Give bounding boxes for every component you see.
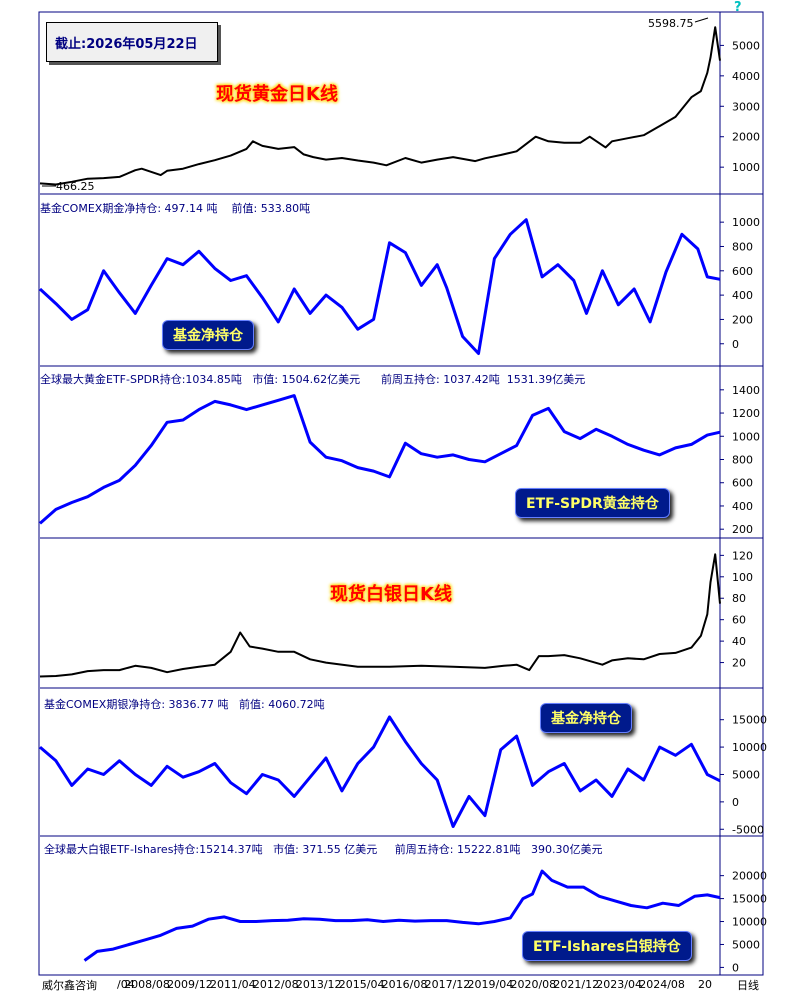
panel-ishares: 0 5000 10000 15000 20000: [40, 835, 767, 974]
y-tick-label: 10000: [732, 741, 767, 754]
y-tick-label: 80: [732, 592, 746, 605]
y-tick-label: 40: [732, 635, 746, 648]
y-tick-label: 3000: [732, 100, 760, 113]
silver-price-title: 现货白银日K线: [330, 584, 452, 605]
y-tick-label: 5000: [732, 938, 760, 951]
y-tick-label: 400: [732, 500, 753, 513]
y-tick-label: 15000: [732, 893, 767, 906]
comex-gold-badge: 基金净持仓: [162, 320, 254, 350]
gold-max-pointer: [694, 17, 709, 23]
comex-silver-header: 基金COMEX期银净持仓: 3836.77 吨 前值: 4060.72吨: [44, 698, 325, 711]
x-tick-label: 2020/08: [510, 978, 556, 990]
y-tick-label: 600: [732, 265, 753, 278]
x-tick-label: 2019/04: [468, 978, 514, 990]
chart-frame: [38, 11, 764, 976]
panel-silver_price: 20 40 60 80 100 120: [39, 537, 763, 678]
y-tick-label: 100: [732, 571, 753, 584]
x-tick-label: 2015/04: [339, 978, 385, 990]
y-tick-label: 60: [732, 614, 746, 627]
series-line-gold_price: [39, 26, 721, 186]
series-line-ishares: [83, 869, 721, 962]
date-label: 截止:2026年05月22日: [55, 37, 198, 52]
date-label-box: 截止:2026年05月22日: [46, 22, 218, 62]
y-tick-label: 0: [732, 338, 739, 351]
x-tick-label: 2008/08: [124, 978, 170, 990]
y-tick-label: 1000: [732, 161, 760, 174]
panel-gold_price: 1000 2000 3000 4000 5000: [39, 26, 760, 186]
y-tick-label: 4000: [732, 70, 760, 83]
y-tick-label: 1000: [732, 216, 760, 229]
spdr-badge: ETF-SPDR黄金持仓: [515, 488, 670, 518]
y-tick-label: 20: [732, 657, 746, 670]
comex-gold-header: 基金COMEX期金净持仓: 497.14 吨 前值: 533.80吨: [40, 202, 311, 215]
comex-silver-badge: 基金净持仓: [540, 703, 632, 733]
y-tick-label: 800: [732, 454, 753, 467]
y-tick-label: 400: [732, 289, 753, 302]
x-tick-label: 2009/12: [167, 978, 213, 990]
y-tick-label: 200: [732, 313, 753, 326]
x-tick-label: 2016/08: [382, 978, 428, 990]
x-tick-label: 20: [698, 978, 712, 990]
y-tick-label: 200: [732, 523, 753, 536]
x-tick-label: 2013/12: [296, 978, 342, 990]
y-tick-label: 15000: [732, 714, 767, 727]
y-tick-label: 0: [732, 961, 739, 974]
gold-price-title: 现货黄金日K线: [216, 84, 338, 105]
y-tick-label: 1200: [732, 407, 760, 420]
y-tick-label: 5000: [732, 768, 760, 781]
spdr-header: 全球最大黄金ETF-SPDR持仓:1034.85吨 市值: 1504.62亿美元…: [40, 373, 586, 386]
gold-max-marker: 5598.75: [648, 17, 694, 30]
x-tick-label: 2012/08: [253, 978, 299, 990]
y-tick-label: 2000: [732, 131, 760, 144]
x-tick-label: 2017/12: [425, 978, 471, 990]
y-tick-label: 800: [732, 240, 753, 253]
y-tick-label: 10000: [732, 916, 767, 929]
ishares-badge: ETF-Ishares白银持仓: [522, 931, 692, 961]
help-icon[interactable]: ?: [734, 0, 742, 15]
y-tick-label: 0: [732, 796, 739, 809]
y-tick-label: 20000: [732, 870, 767, 883]
y-tick-label: -5000: [732, 823, 764, 836]
y-tick-label: 120: [732, 549, 753, 562]
y-tick-label: 1000: [732, 430, 760, 443]
y-tick-label: 1400: [732, 384, 760, 397]
panel-comex_silver: -5000 0 5000 10000 15000: [39, 687, 767, 836]
x-tick-label: /04: [117, 978, 135, 990]
x-tick-label: 2024/08: [639, 978, 685, 990]
x-tick-label: 2011/04: [210, 978, 256, 990]
series-line-comex_gold: [38, 218, 721, 355]
panel-spdr: 200 400 600 800 1000 1200 1400: [39, 365, 763, 536]
gold-min-marker: 466.25: [56, 180, 95, 193]
series-line-spdr: [39, 394, 721, 525]
ishares-header: 全球最大白银ETF-Ishares持仓:15214.37吨 市值: 371.55…: [44, 843, 603, 856]
y-tick-label: 5000: [732, 39, 760, 52]
series-line-silver_price: [39, 553, 721, 678]
panel-comex_gold: 0 200 400 600 800 1000: [38, 193, 763, 355]
footer-brand: 威尔鑫咨询: [42, 979, 97, 992]
y-tick-label: 600: [732, 477, 753, 490]
x-tick-label: 2023/04: [596, 978, 642, 990]
series-line-comex_silver: [39, 715, 721, 828]
footer-mode: 日线: [737, 979, 759, 992]
x-tick-label: 2021/12: [553, 978, 599, 990]
